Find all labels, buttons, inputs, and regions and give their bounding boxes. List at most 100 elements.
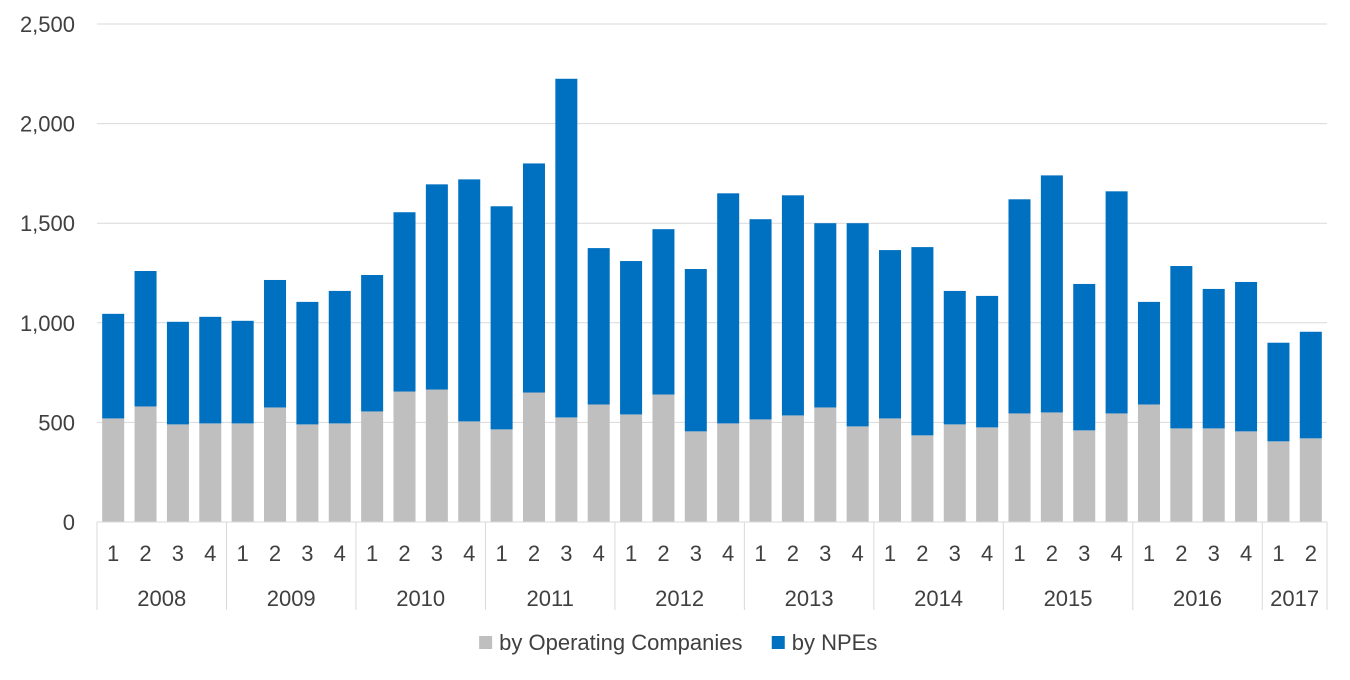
bar-operating-companies <box>1267 441 1289 522</box>
quarter-tick-label: 4 <box>1110 541 1122 566</box>
year-group-label: 2013 <box>785 586 834 611</box>
quarter-tick-label: 1 <box>237 541 249 566</box>
quarter-tick-label: 4 <box>334 541 346 566</box>
bar-operating-companies <box>361 411 383 522</box>
bar-operating-companies <box>523 393 545 522</box>
quarter-tick-label: 4 <box>204 541 216 566</box>
bar-operating-companies <box>1106 413 1128 522</box>
bar-npes <box>523 163 545 392</box>
bar-operating-companies <box>750 419 772 522</box>
quarter-tick-label: 4 <box>722 541 734 566</box>
bar-operating-companies <box>329 423 351 522</box>
quarter-tick-label: 4 <box>852 541 864 566</box>
quarter-tick-label: 1 <box>1013 541 1025 566</box>
bars <box>102 79 1322 522</box>
y-tick-label: 1,000 <box>20 311 75 336</box>
bar-npes <box>426 184 448 389</box>
quarter-tick-label: 3 <box>1078 541 1090 566</box>
bar-operating-companies <box>491 429 513 522</box>
bar-npes <box>555 79 577 418</box>
quarter-tick-label: 2 <box>1046 541 1058 566</box>
bar-operating-companies <box>1300 438 1322 522</box>
legend: by Operating Companiesby NPEs <box>479 630 877 655</box>
bar-npes <box>1008 199 1030 413</box>
quarter-tick-label: 3 <box>172 541 184 566</box>
bar-operating-companies <box>426 390 448 522</box>
bar-npes <box>911 247 933 435</box>
bar-npes <box>685 269 707 431</box>
quarter-tick-label: 4 <box>1240 541 1252 566</box>
quarter-tick-label: 1 <box>107 541 119 566</box>
bar-npes <box>167 322 189 425</box>
bar-operating-companies <box>199 423 221 522</box>
quarter-tick-label: 2 <box>657 541 669 566</box>
quarter-tick-label: 2 <box>528 541 540 566</box>
y-axis-tick-labels: 0 500 1,000 1,500 2,000 2,500 <box>20 12 75 535</box>
quarter-tick-label: 2 <box>269 541 281 566</box>
bar-operating-companies <box>1203 428 1225 522</box>
bar-operating-companies <box>393 392 415 522</box>
quarter-tick-label: 2 <box>1305 541 1317 566</box>
bar-operating-companies <box>782 415 804 522</box>
y-tick-label: 2,000 <box>20 112 75 137</box>
bar-operating-companies <box>1073 430 1095 522</box>
bar-npes <box>782 195 804 415</box>
bar-npes <box>1235 282 1257 431</box>
bar-operating-companies <box>555 417 577 522</box>
y-tick-label: 1,500 <box>20 211 75 236</box>
year-group-label: 2011 <box>527 586 574 611</box>
bar-operating-companies <box>102 418 124 522</box>
bar-operating-companies <box>458 421 480 522</box>
year-group-label: 2016 <box>1173 586 1222 611</box>
bar-operating-companies <box>652 395 674 522</box>
bar-npes <box>1170 266 1192 428</box>
bar-operating-companies <box>1138 404 1160 522</box>
bar-operating-companies <box>588 404 610 522</box>
year-group-label: 2012 <box>655 586 704 611</box>
quarter-tick-label: 1 <box>1272 541 1284 566</box>
bar-operating-companies <box>976 427 998 522</box>
bar-operating-companies <box>1170 428 1192 522</box>
bar-npes <box>620 261 642 414</box>
legend-swatch-operating-companies <box>479 636 492 649</box>
bar-operating-companies <box>1008 413 1030 522</box>
bar-npes <box>296 302 318 425</box>
quarter-tick-label: 2 <box>916 541 928 566</box>
bar-operating-companies <box>135 406 157 522</box>
y-tick-label: 2,500 <box>20 12 75 37</box>
quarter-tick-label: 4 <box>463 541 475 566</box>
bar-npes <box>717 193 739 423</box>
quarter-tick-label: 2 <box>1175 541 1187 566</box>
bar-operating-companies <box>879 418 901 522</box>
quarter-tick-label: 3 <box>949 541 961 566</box>
legend-label: by NPEs <box>792 630 878 655</box>
quarter-tick-label: 2 <box>139 541 151 566</box>
quarter-tick-label: 3 <box>690 541 702 566</box>
bar-npes <box>1073 284 1095 430</box>
quarter-tick-label: 1 <box>884 541 896 566</box>
bar-npes <box>1041 175 1063 412</box>
bar-operating-companies <box>167 424 189 522</box>
bar-npes <box>1300 332 1322 439</box>
legend-swatch-npes <box>772 636 785 649</box>
quarter-tick-label: 4 <box>593 541 605 566</box>
bar-npes <box>458 179 480 421</box>
bar-npes <box>652 229 674 394</box>
bar-operating-companies <box>1235 431 1257 522</box>
y-tick-label: 0 <box>63 510 75 535</box>
bar-npes <box>1267 343 1289 442</box>
quarter-tick-label: 2 <box>787 541 799 566</box>
bar-npes <box>814 223 836 407</box>
bar-npes <box>879 250 901 418</box>
bar-npes <box>264 280 286 407</box>
bar-operating-companies <box>847 426 869 522</box>
year-group-label: 2008 <box>137 586 186 611</box>
quarter-tick-label: 1 <box>495 541 507 566</box>
y-tick-label: 500 <box>38 410 75 435</box>
bar-npes <box>361 275 383 411</box>
bar-npes <box>491 206 513 429</box>
x-axis: 1234123412341234123412341234123412341220… <box>97 522 1327 611</box>
bar-npes <box>976 296 998 427</box>
